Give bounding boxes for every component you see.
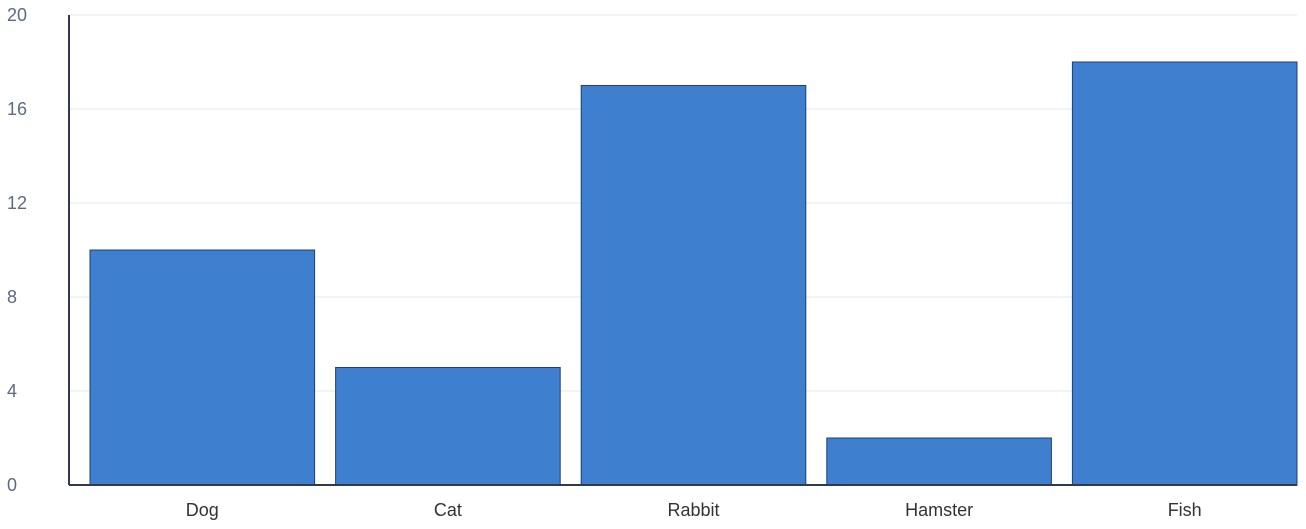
bar-dog xyxy=(89,249,316,486)
x-tick-label: Cat xyxy=(434,500,462,520)
y-tick-label: 0 xyxy=(7,475,17,495)
bar-hamster xyxy=(826,437,1052,486)
y-tick-label: 4 xyxy=(7,381,17,401)
bars xyxy=(89,61,1298,486)
x-tick-labels: Dog Cat Rabbit Hamster Fish xyxy=(186,500,1202,520)
y-tick-label: 12 xyxy=(7,193,27,213)
bar-rabbit xyxy=(580,85,807,486)
bar-cat xyxy=(335,367,561,486)
x-tick-label: Rabbit xyxy=(667,500,719,520)
x-tick-label: Dog xyxy=(186,500,219,520)
y-tick-label: 16 xyxy=(7,99,27,119)
y-tick-labels: 0 4 8 12 16 20 xyxy=(7,5,27,495)
y-tick-label: 8 xyxy=(7,287,17,307)
axes xyxy=(68,15,1297,486)
x-tick-label: Fish xyxy=(1168,500,1202,520)
x-tick-label: Hamster xyxy=(905,500,973,520)
bar-fish xyxy=(1071,61,1298,486)
y-tick-label: 20 xyxy=(7,5,27,25)
